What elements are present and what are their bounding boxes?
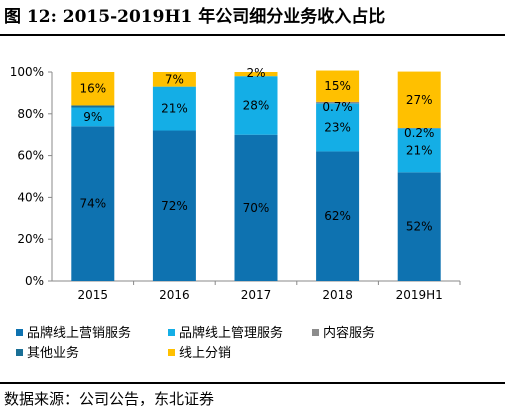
bar-segment-0 [397,172,441,281]
legend-swatch [168,329,175,336]
y-tick-label: 80% [17,107,44,121]
data-label: 70% [243,201,270,215]
data-label: 0.2% [404,126,435,140]
bar-segment-1 [71,107,115,127]
legend-swatch [168,349,175,356]
stacked-bar-chart: 0% 20% 40% 60% 80% 100% 2015 2016 2017 2018 2019H1… [10,65,461,302]
legend-label: 其他业务 [27,346,80,361]
legend-swatch [312,329,319,336]
legend-label: 线上分销 [179,346,232,361]
bar-segment-4 [397,71,441,129]
x-tick-label: 2018 [322,288,353,302]
data-label: 16% [79,82,106,96]
x-tick-label: 2019H1 [396,288,443,302]
x-tick-label: 2017 [241,288,272,302]
y-tick-label: 20% [17,232,44,246]
bar-segment-2 [316,101,360,104]
bar-segment-1 [316,103,360,152]
bar-segment-4 [71,72,115,106]
y-tick-label: 0% [25,274,44,288]
x-tick-label: 2015 [78,288,109,302]
data-label: 27% [406,93,433,107]
legend-item: 线上分销 [168,342,231,361]
data-label: 52% [406,220,433,234]
bar-segment-4 [316,70,360,102]
bar-segment-3 [71,105,115,108]
data-label: 21% [406,143,433,157]
bar-segment-4 [152,72,196,87]
legend-swatch [16,349,23,356]
legend-item: 品牌线上管理服务 [168,322,283,341]
data-label: 23% [324,120,351,134]
bar-segment-0 [234,134,278,281]
legend-label: 内容服务 [323,326,376,341]
data-label: 74% [79,197,106,211]
legend-label: 品牌线上营销服务 [27,326,132,341]
data-label: 21% [161,102,188,116]
y-tick-label: 60% [17,149,44,163]
data-label: 72% [161,199,188,213]
data-label: 2% [246,66,265,80]
bar-segment-0 [316,151,360,281]
bar-segment-1 [397,128,441,173]
y-tick-label: 100% [10,65,44,79]
source-note: 数据来源：公司公告，东北证券 [4,390,215,408]
bar-segment-0 [71,126,115,281]
chart-title: 图 12: 2015-2019H1 年公司细分业务收入占比 [4,7,386,27]
data-label: 9% [83,110,102,124]
legend-label: 品牌线上管理服务 [179,326,284,341]
bar-segment-4 [234,72,278,77]
x-tick-label: 2016 [159,288,190,302]
y-tick-label: 40% [17,190,44,204]
data-label: 0.7% [322,100,353,114]
legend-item: 其他业务 [16,342,79,361]
data-label: 15% [324,79,351,93]
data-label: 28% [243,98,270,112]
bar-segment-1 [152,86,196,131]
data-label: 62% [324,209,351,223]
bar-segment-1 [234,76,278,135]
legend-item: 品牌线上营销服务 [16,322,131,341]
legend-swatch [16,329,23,336]
title-divider [0,34,505,36]
source-divider [0,382,505,384]
legend-item: 内容服务 [312,322,375,341]
bar-segment-0 [152,130,196,281]
data-label: 7% [165,72,184,86]
